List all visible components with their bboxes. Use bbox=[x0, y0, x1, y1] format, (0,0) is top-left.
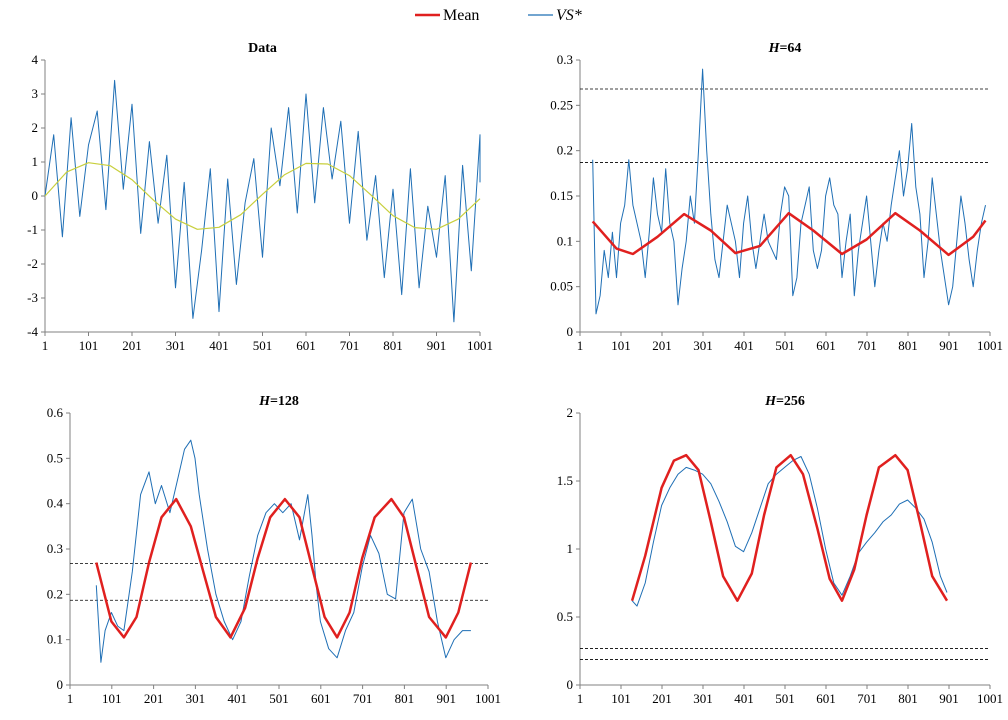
title-value: =64 bbox=[779, 41, 801, 56]
x-tick-label: 901 bbox=[427, 338, 447, 353]
y-tick-label: 2 bbox=[567, 405, 574, 420]
series-line-mean bbox=[630, 453, 949, 602]
y-tick-label: 0.1 bbox=[47, 632, 63, 647]
y-tick-label: 0.3 bbox=[557, 52, 573, 67]
series-line-underlying-sine bbox=[44, 162, 481, 230]
x-tick-label: 101 bbox=[611, 338, 631, 353]
x-tick-label: 701 bbox=[857, 338, 877, 353]
y-tick-label: 2 bbox=[32, 120, 39, 135]
x-tick-label: 201 bbox=[144, 691, 164, 706]
x-tick-label: 201 bbox=[652, 691, 672, 706]
x-tick-label: 701 bbox=[857, 691, 877, 706]
y-tick-label: 0 bbox=[567, 324, 574, 339]
x-tick-label: 301 bbox=[693, 338, 713, 353]
x-tick-label: 201 bbox=[652, 338, 672, 353]
x-tick-label: 901 bbox=[939, 691, 959, 706]
x-tick-label: 501 bbox=[775, 691, 795, 706]
x-tick-label: 1 bbox=[577, 691, 584, 706]
x-tick-label: 601 bbox=[296, 338, 316, 353]
series-line-vs-star bbox=[95, 439, 471, 663]
y-tick-label: 0 bbox=[32, 188, 39, 203]
x-tick-label: 901 bbox=[939, 338, 959, 353]
legend: Mean VS* bbox=[415, 7, 582, 24]
y-tick-label: 0 bbox=[57, 677, 64, 692]
x-tick-label: 1 bbox=[577, 338, 584, 353]
x-tick-label: 401 bbox=[734, 691, 754, 706]
panel-title: H=128 bbox=[258, 394, 299, 409]
x-tick-label: 501 bbox=[269, 691, 289, 706]
x-tick-label: 701 bbox=[340, 338, 360, 353]
x-tick-label: 301 bbox=[693, 691, 713, 706]
y-tick-label: 1 bbox=[32, 154, 39, 169]
y-tick-label: 1 bbox=[567, 541, 574, 556]
x-tick-label: 901 bbox=[436, 691, 456, 706]
x-tick-label: 301 bbox=[186, 691, 206, 706]
title-value: =128 bbox=[270, 394, 299, 409]
x-tick-label: 1 bbox=[42, 338, 49, 353]
x-tick-label: 1001 bbox=[467, 338, 493, 353]
x-tick-label: 1001 bbox=[977, 691, 1003, 706]
y-tick-label: 4 bbox=[32, 52, 39, 67]
title-variable: H bbox=[258, 394, 271, 409]
panel-h256: H=256 0 0.5 1 1.5 2 1 101 201 301 401 501 601 701 801 9… bbox=[557, 394, 1003, 706]
x-tick-label: 601 bbox=[816, 338, 836, 353]
panel-data: Data -4 -3 -2 -1 0 1 2 3 4 1 101 201 301 401 501 601 701 8… bbox=[27, 41, 493, 353]
title-value: =256 bbox=[776, 394, 805, 409]
panel-h128: H=128 0 0.1 0.2 0.3 0.4 0.5 0.6 1 101 201 301 401 501… bbox=[47, 394, 501, 706]
legend-vs-label: VS* bbox=[556, 7, 582, 24]
y-tick-label: 0.6 bbox=[47, 405, 64, 420]
y-tick-label: 0.3 bbox=[47, 541, 63, 556]
y-tick-label: -3 bbox=[27, 290, 38, 305]
y-tick-label: 0.15 bbox=[550, 188, 573, 203]
y-tick-label: 0.2 bbox=[557, 143, 573, 158]
x-tick-label: 101 bbox=[611, 691, 631, 706]
y-tick-label: -2 bbox=[27, 256, 38, 271]
y-tick-label: 3 bbox=[32, 86, 39, 101]
series-line-mean bbox=[591, 211, 987, 257]
x-tick-label: 101 bbox=[102, 691, 122, 706]
panel-title: H=256 bbox=[764, 394, 805, 409]
panel-title: H=64 bbox=[768, 41, 802, 56]
y-tick-label: 1.5 bbox=[557, 473, 573, 488]
x-tick-label: 1 bbox=[67, 691, 74, 706]
title-variable: H bbox=[768, 41, 781, 56]
series-line-mean bbox=[95, 497, 473, 639]
y-tick-label: 0.05 bbox=[550, 279, 573, 294]
legend-mean-label: Mean bbox=[443, 7, 479, 24]
x-tick-label: 601 bbox=[311, 691, 331, 706]
y-tick-label: 0 bbox=[567, 677, 574, 692]
y-tick-label: 0.4 bbox=[47, 496, 64, 511]
x-tick-label: 1001 bbox=[977, 338, 1003, 353]
y-tick-label: -4 bbox=[27, 324, 38, 339]
x-tick-label: 401 bbox=[227, 691, 247, 706]
x-tick-label: 301 bbox=[166, 338, 186, 353]
x-tick-label: 1001 bbox=[475, 691, 501, 706]
y-tick-label: 0.5 bbox=[557, 609, 573, 624]
x-tick-label: 401 bbox=[734, 338, 754, 353]
x-tick-label: 201 bbox=[122, 338, 142, 353]
x-tick-label: 801 bbox=[898, 338, 918, 353]
series-line-vs-star bbox=[592, 68, 986, 315]
x-tick-label: 801 bbox=[898, 691, 918, 706]
y-tick-label: 0.5 bbox=[47, 450, 63, 465]
x-tick-label: 701 bbox=[353, 691, 373, 706]
series-line-vs-star bbox=[631, 456, 948, 607]
y-tick-label: -1 bbox=[27, 222, 38, 237]
x-tick-label: 401 bbox=[209, 338, 229, 353]
series-line-noisy-data bbox=[44, 79, 481, 323]
y-tick-label: 0.25 bbox=[550, 97, 573, 112]
x-tick-label: 501 bbox=[775, 338, 795, 353]
y-tick-label: 0.2 bbox=[47, 586, 63, 601]
x-tick-label: 801 bbox=[383, 338, 403, 353]
title-variable: H bbox=[764, 394, 777, 409]
x-tick-label: 101 bbox=[79, 338, 99, 353]
y-tick-label: 0.1 bbox=[557, 233, 573, 248]
x-tick-label: 501 bbox=[253, 338, 273, 353]
panel-title: Data bbox=[248, 41, 277, 56]
x-tick-label: 601 bbox=[816, 691, 836, 706]
panel-h64: H=64 0 0.05 0.1 0.15 0.2 0.25 0.3 1 101 201 301 401 5… bbox=[550, 41, 1003, 353]
x-tick-label: 801 bbox=[395, 691, 415, 706]
